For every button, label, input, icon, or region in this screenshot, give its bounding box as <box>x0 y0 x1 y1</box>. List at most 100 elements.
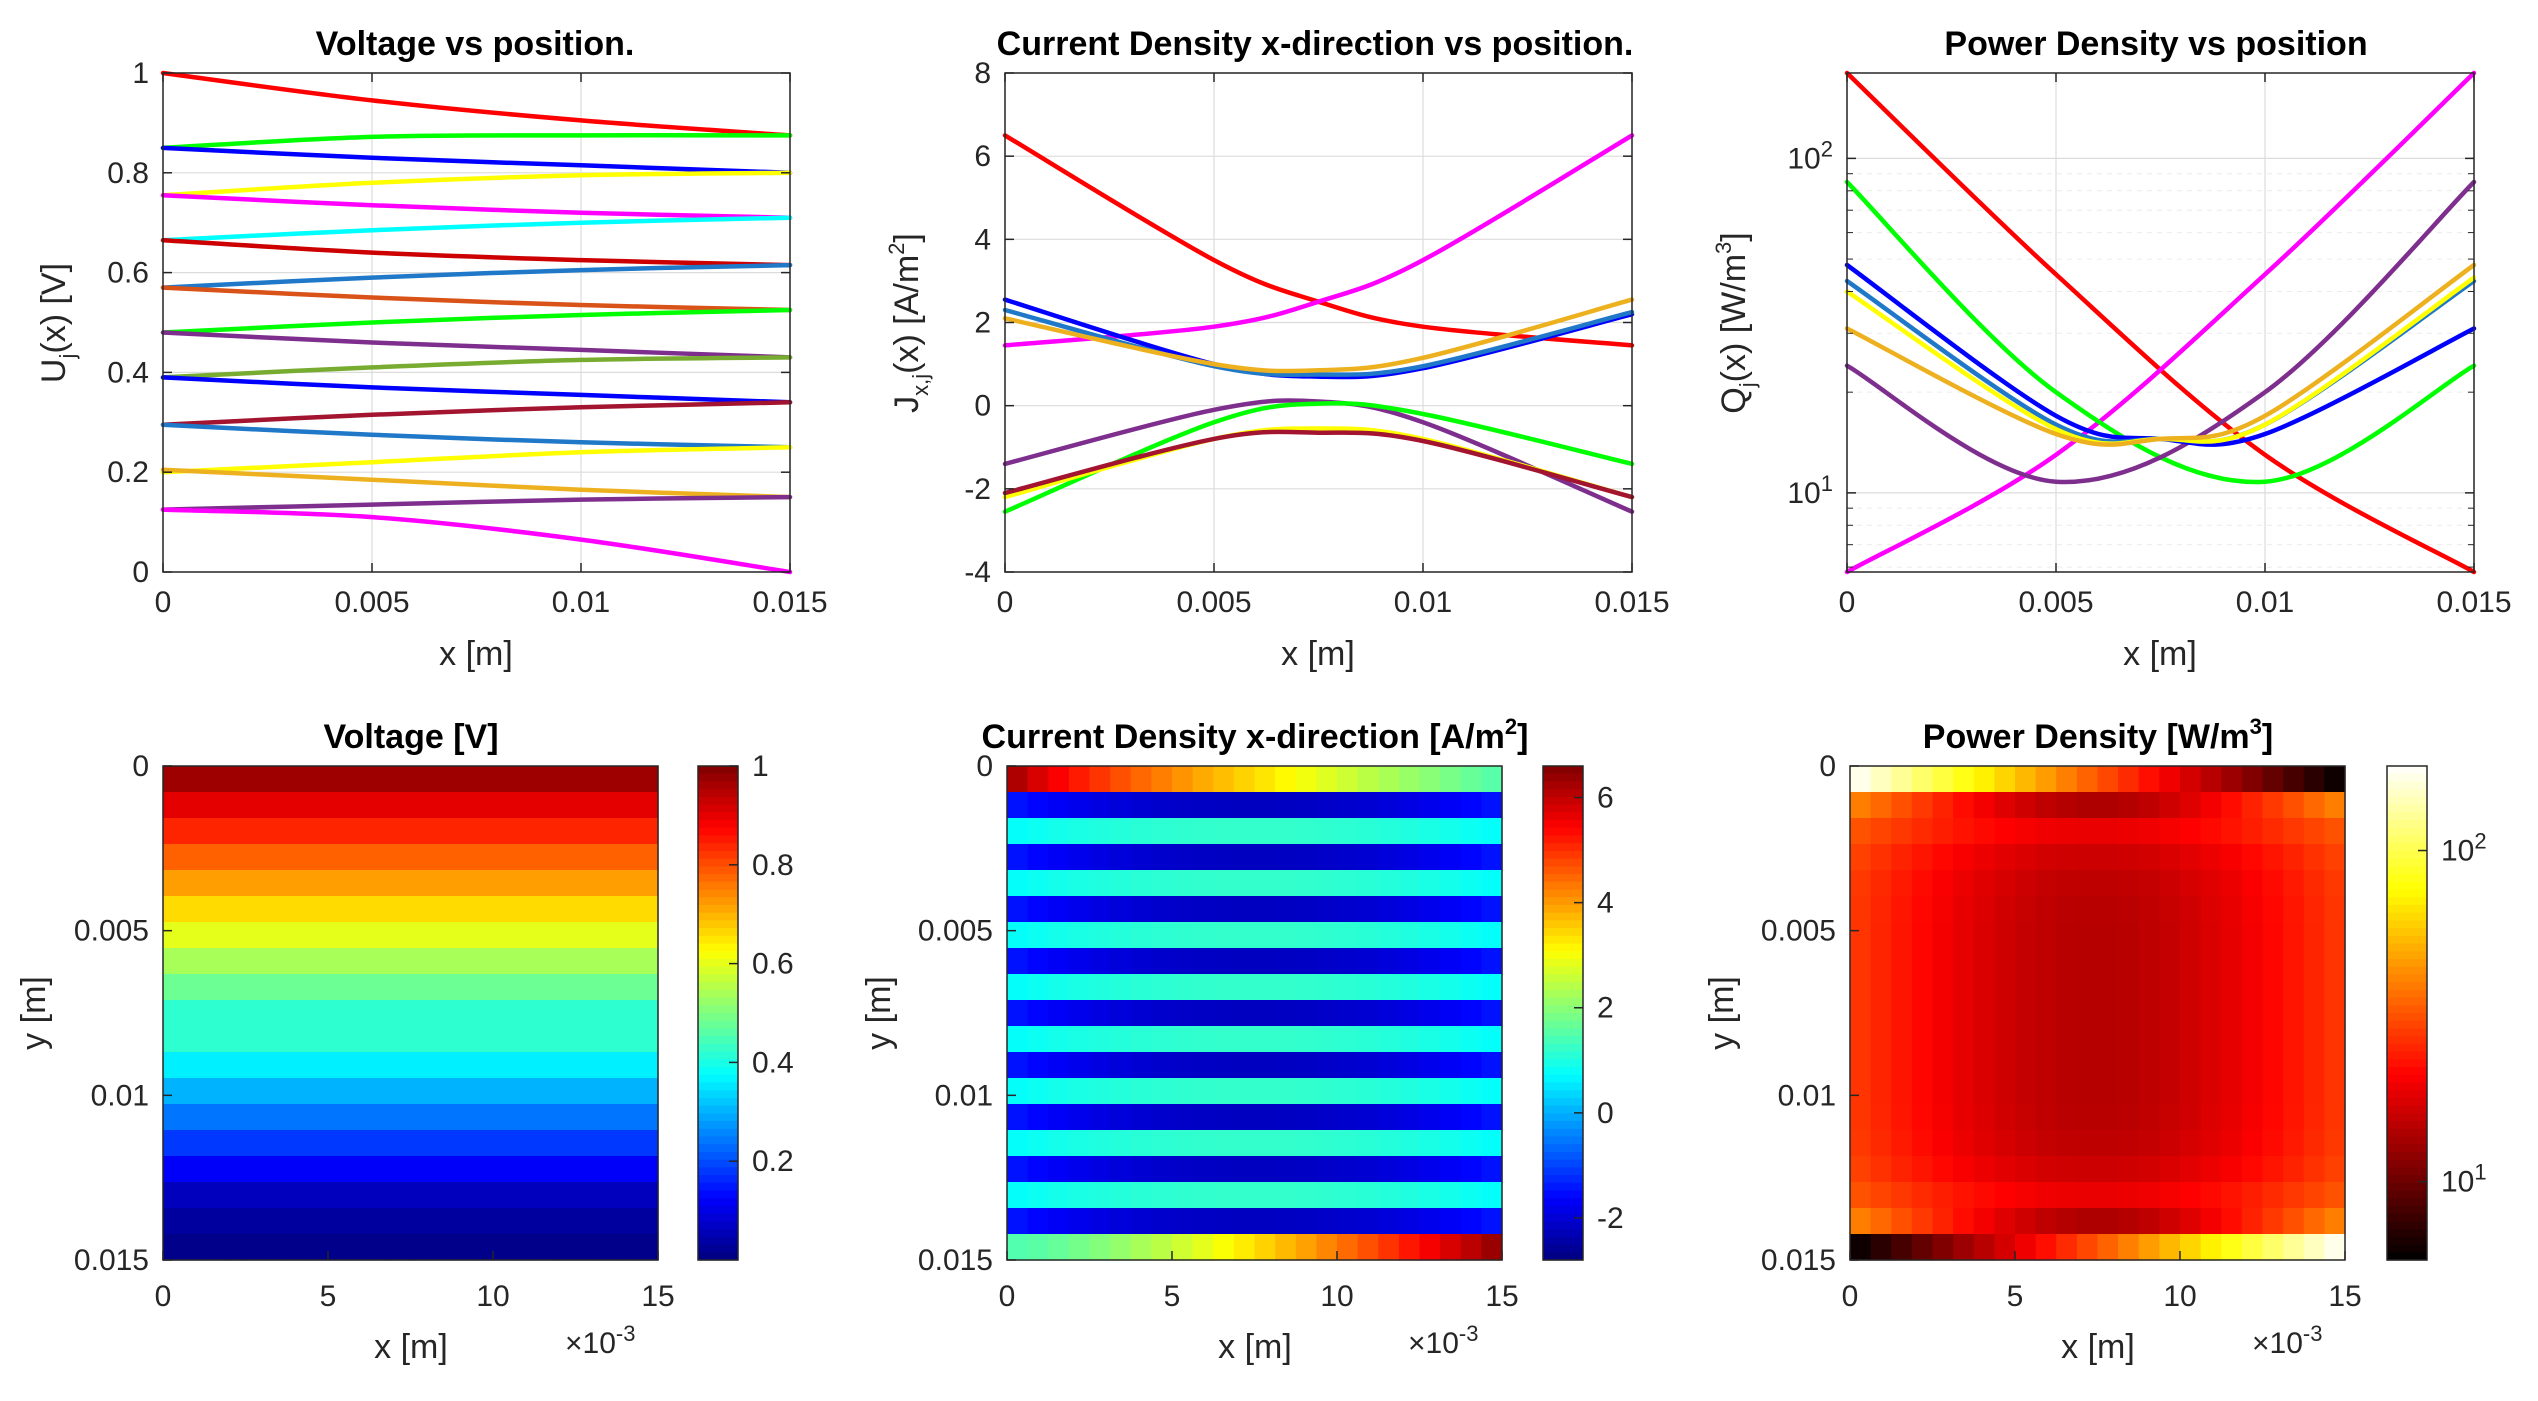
colorbar-segment <box>1543 928 1583 937</box>
heatmap-cell <box>616 948 638 975</box>
heatmap-cell <box>2118 1130 2140 1157</box>
heatmap-cell <box>1994 1234 2016 1261</box>
heatmap-cell <box>1419 974 1441 1001</box>
heatmap-cell <box>369 1078 391 1105</box>
heatmap-cell <box>1068 792 1091 819</box>
heatmap-cell <box>1316 1104 1338 1131</box>
heatmap-cell <box>1994 766 2016 793</box>
heatmap-cell <box>1068 1156 1091 1183</box>
heatmap-cell <box>266 1052 288 1079</box>
heatmap-cell <box>1911 870 1934 897</box>
heatmap-cell <box>1850 1208 1872 1235</box>
colorbar-segment <box>2387 773 2427 783</box>
heatmap-cell <box>472 948 494 975</box>
colorbar-segment <box>698 1013 738 1022</box>
heatmap-cell <box>410 1052 432 1079</box>
heatmap-cell <box>2303 792 2325 819</box>
heatmap-cell <box>431 922 453 949</box>
heatmap-cell <box>369 1052 391 1079</box>
colorbar-segment <box>698 1167 738 1176</box>
heatmap-cell <box>2324 818 2346 845</box>
heatmap-cell <box>596 1234 618 1261</box>
heatmap-cell <box>2097 948 2119 975</box>
heatmap-cell <box>348 1234 370 1261</box>
x-tick-label: 0 <box>1839 586 1856 619</box>
x-tick-label: 10 <box>476 1280 509 1313</box>
colorbar-segment <box>698 789 738 798</box>
heatmap-cell <box>2035 1026 2057 1053</box>
y-axis-label: Jx,j(x) [A/m2] <box>884 233 933 413</box>
heatmap-cell <box>513 1156 535 1183</box>
heatmap-cell <box>1460 948 1482 975</box>
colorbar-segment <box>1543 796 1583 806</box>
heatmap-cell <box>2200 1104 2222 1131</box>
heatmap-cell <box>2076 948 2099 975</box>
heatmap-cell <box>513 1000 535 1027</box>
heatmap-cell <box>616 1234 638 1261</box>
heatmap-cell <box>493 844 515 871</box>
heatmap-cell <box>1048 844 1070 871</box>
heatmap-cell <box>2200 974 2222 1001</box>
colorbar-segment <box>698 1151 738 1161</box>
colorbar-segment <box>1543 1198 1583 1207</box>
colorbar-segment <box>2387 1028 2427 1037</box>
x-axis-label: x [m] <box>1218 1328 1292 1366</box>
heatmap-cell <box>2138 1078 2160 1105</box>
heatmap-cell <box>1932 1156 1954 1183</box>
y-label-main: U <box>35 359 73 384</box>
heatmap-cell <box>183 844 205 871</box>
heatmap-cell <box>2180 922 2202 949</box>
heatmap-cell <box>1130 922 1152 949</box>
heatmap-cell <box>451 1182 473 1209</box>
heatmap-cell <box>389 948 412 975</box>
heatmap-cell <box>1850 844 1872 871</box>
heatmap-cell <box>1233 1078 1256 1105</box>
heatmap-cell <box>410 1104 432 1131</box>
heatmap-cell <box>1172 974 1194 1001</box>
heatmap-cell <box>204 896 226 923</box>
heatmap-cell <box>1130 792 1152 819</box>
heatmap-cell <box>266 818 288 845</box>
colorbar-segment <box>2387 1067 2427 1076</box>
colorbar-segment <box>1543 904 1583 914</box>
heatmap-cell <box>1254 922 1276 949</box>
heatmap-cell <box>2138 922 2160 949</box>
y-tick-label: 0.01 <box>935 1079 993 1112</box>
heatmap-cell <box>163 896 185 923</box>
colorbar-segment <box>2387 1113 2427 1122</box>
heatmap-cell <box>596 1104 618 1131</box>
colorbar-segment <box>1543 812 1583 821</box>
heatmap-cell <box>575 1078 597 1105</box>
title-sup: 2 <box>1505 714 1517 739</box>
heatmap-cell <box>266 766 288 793</box>
heatmap-cell <box>163 818 185 845</box>
heatmap-cell <box>1378 948 1400 975</box>
heatmap-cell <box>493 896 515 923</box>
heatmap-cell <box>348 1130 370 1157</box>
heatmap-cell <box>1007 922 1029 949</box>
heatmap-cell <box>307 948 329 975</box>
heatmap-cell <box>2138 1182 2160 1209</box>
heatmap-cell <box>1027 896 1049 923</box>
heatmap-cell <box>1953 766 1975 793</box>
heatmap-cell <box>575 1026 597 1053</box>
heatmap-cell <box>2138 1026 2160 1053</box>
heatmap-cell <box>286 1000 308 1027</box>
heatmap-cell <box>1295 792 1317 819</box>
heatmap-cell <box>1911 1208 1934 1235</box>
colorbar-segment <box>1543 858 1583 867</box>
y-axis-label: Qj(x) [W/m3] <box>1711 232 1760 413</box>
colorbar-segment <box>2387 1090 2427 1099</box>
heatmap-cell <box>266 870 288 897</box>
heatmap-cell <box>1316 1026 1338 1053</box>
heatmap-cell <box>163 1078 185 1105</box>
heatmap-cell <box>1027 1234 1049 1261</box>
heatmap-cell <box>1419 766 1441 793</box>
heatmap-cell <box>328 896 350 923</box>
heatmap-cell <box>1378 792 1400 819</box>
colorbar-segment <box>698 1190 738 1199</box>
heatmap-cell <box>2303 1208 2325 1235</box>
heatmap-cell <box>1460 1208 1482 1235</box>
colorbar-segment <box>1543 889 1583 898</box>
heatmap-cell <box>1398 1156 1421 1183</box>
